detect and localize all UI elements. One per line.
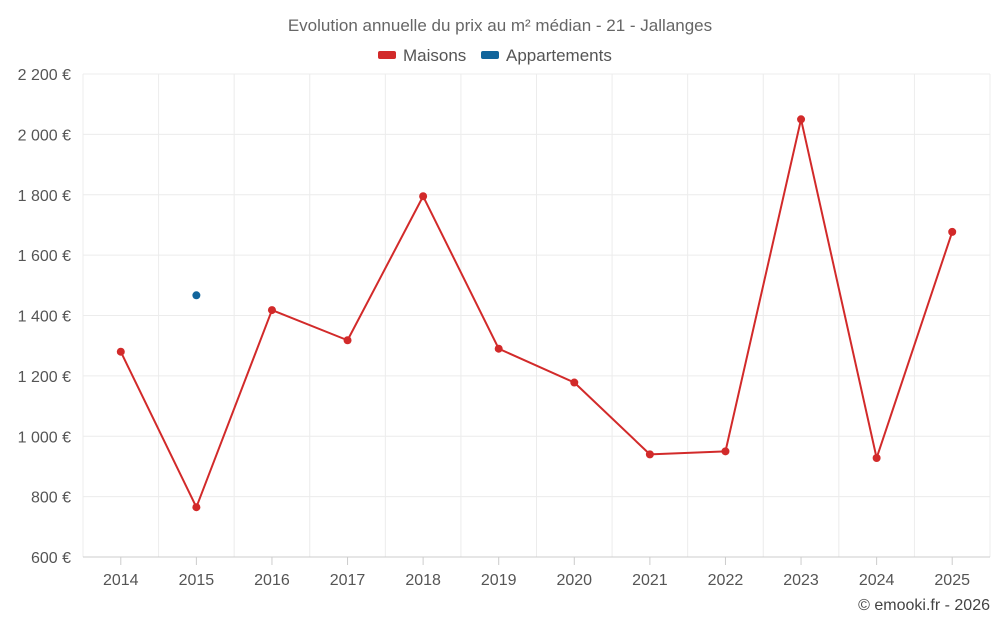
x-tick-label: 2020 [556, 572, 592, 589]
x-tick-label: 2024 [859, 572, 895, 589]
x-tick-label: 2015 [179, 572, 215, 589]
grid [82, 73, 991, 557]
data-point-maisons[interactable] [872, 453, 881, 462]
series-maisons [116, 115, 957, 512]
x-tick-label: 2022 [708, 572, 744, 589]
x-tick-label: 2014 [103, 572, 139, 589]
y-tick-label: 1 800 € [18, 188, 71, 205]
data-point-maisons[interactable] [721, 447, 730, 456]
series [116, 115, 957, 512]
y-tick-label: 2 000 € [18, 127, 71, 144]
x-axis: 2014 2015 2016 2017 2018 2019 2020 2021 2022 2023… [83, 556, 990, 589]
data-point-maisons[interactable] [343, 336, 352, 345]
data-point-maisons[interactable] [797, 115, 806, 124]
chart-title: Evolution annuelle du prix au m² médian … [288, 16, 712, 35]
y-tick-label: 1 200 € [18, 369, 71, 386]
data-point-maisons[interactable] [116, 347, 125, 356]
legend: Maisons Appartements [378, 46, 612, 65]
legend-swatch-appartements [481, 51, 499, 59]
x-tick-label: 2018 [405, 572, 441, 589]
series-appartements [192, 291, 201, 300]
y-axis: 600 € 800 € 1 000 € 1 200 € 1 400 € 1 600 € 1 … [18, 67, 71, 567]
x-tick-label: 2016 [254, 572, 290, 589]
x-tick-label: 2021 [632, 572, 668, 589]
data-point-maisons[interactable] [267, 306, 276, 315]
data-point-maisons[interactable] [494, 344, 503, 353]
data-point-maisons[interactable] [419, 192, 428, 201]
x-tick-label: 2025 [934, 572, 970, 589]
legend-label-maisons: Maisons [403, 46, 466, 65]
y-tick-label: 1 600 € [18, 248, 71, 265]
credit-text: © emooki.fr - 2026 [858, 597, 990, 614]
data-point-maisons[interactable] [192, 503, 201, 512]
data-point-maisons[interactable] [645, 450, 654, 459]
data-point-maisons[interactable] [570, 378, 579, 387]
data-point-maisons[interactable] [948, 227, 957, 236]
legend-label-appartements: Appartements [506, 46, 612, 65]
legend-item-appartements[interactable]: Appartements [481, 46, 612, 65]
series-line-maisons [119, 118, 954, 509]
legend-item-maisons[interactable]: Maisons [378, 46, 466, 65]
x-tick-label: 2019 [481, 572, 517, 589]
y-tick-label: 600 € [31, 550, 71, 567]
data-point-appartements[interactable] [192, 291, 201, 300]
x-tick-label: 2017 [330, 572, 366, 589]
legend-swatch-maisons [378, 51, 396, 59]
y-tick-label: 2 200 € [18, 67, 71, 84]
y-tick-label: 1 400 € [18, 309, 71, 326]
x-tick-label: 2023 [783, 572, 819, 589]
y-tick-label: 800 € [31, 490, 71, 507]
y-tick-label: 1 000 € [18, 429, 71, 446]
